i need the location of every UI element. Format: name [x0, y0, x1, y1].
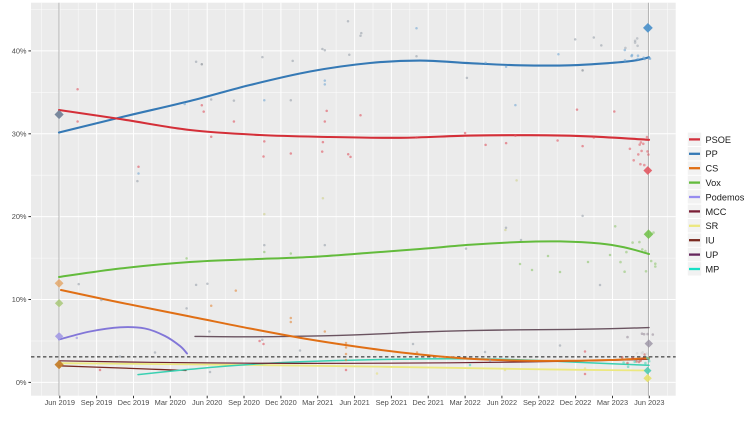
- svg-text:10%: 10%: [12, 295, 27, 304]
- svg-text:Sep 2020: Sep 2020: [228, 398, 260, 407]
- svg-text:30%: 30%: [12, 129, 27, 138]
- svg-text:PSOE: PSOE: [706, 135, 732, 145]
- svg-text:Dec 2019: Dec 2019: [118, 398, 150, 407]
- svg-text:Jun 2021: Jun 2021: [339, 398, 369, 407]
- svg-text:Jun 2019: Jun 2019: [45, 398, 75, 407]
- svg-text:20%: 20%: [12, 212, 27, 221]
- svg-text:Sep 2019: Sep 2019: [81, 398, 113, 407]
- svg-text:Dec 2021: Dec 2021: [412, 398, 444, 407]
- svg-text:Jun 2023: Jun 2023: [634, 398, 664, 407]
- svg-text:PP: PP: [706, 149, 718, 159]
- svg-text:MP: MP: [706, 264, 720, 274]
- svg-text:Dec 2022: Dec 2022: [560, 398, 592, 407]
- svg-text:0%: 0%: [16, 378, 27, 387]
- svg-text:UP: UP: [706, 250, 719, 260]
- svg-text:CS: CS: [706, 164, 719, 174]
- svg-text:40%: 40%: [12, 47, 27, 56]
- svg-text:Podemos: Podemos: [706, 192, 745, 202]
- svg-text:MCC: MCC: [706, 207, 727, 217]
- svg-text:Mar 2023: Mar 2023: [597, 398, 628, 407]
- svg-text:Mar 2020: Mar 2020: [155, 398, 186, 407]
- svg-text:IU: IU: [706, 236, 715, 246]
- svg-text:Mar 2021: Mar 2021: [302, 398, 333, 407]
- svg-text:Jun 2020: Jun 2020: [192, 398, 222, 407]
- svg-text:Vox: Vox: [706, 178, 722, 188]
- svg-text:SR: SR: [706, 221, 719, 231]
- svg-text:Mar 2022: Mar 2022: [449, 398, 480, 407]
- svg-text:Dec 2020: Dec 2020: [265, 398, 297, 407]
- svg-text:Jun 2022: Jun 2022: [487, 398, 517, 407]
- svg-text:Sep 2021: Sep 2021: [376, 398, 408, 407]
- svg-text:Sep 2022: Sep 2022: [523, 398, 555, 407]
